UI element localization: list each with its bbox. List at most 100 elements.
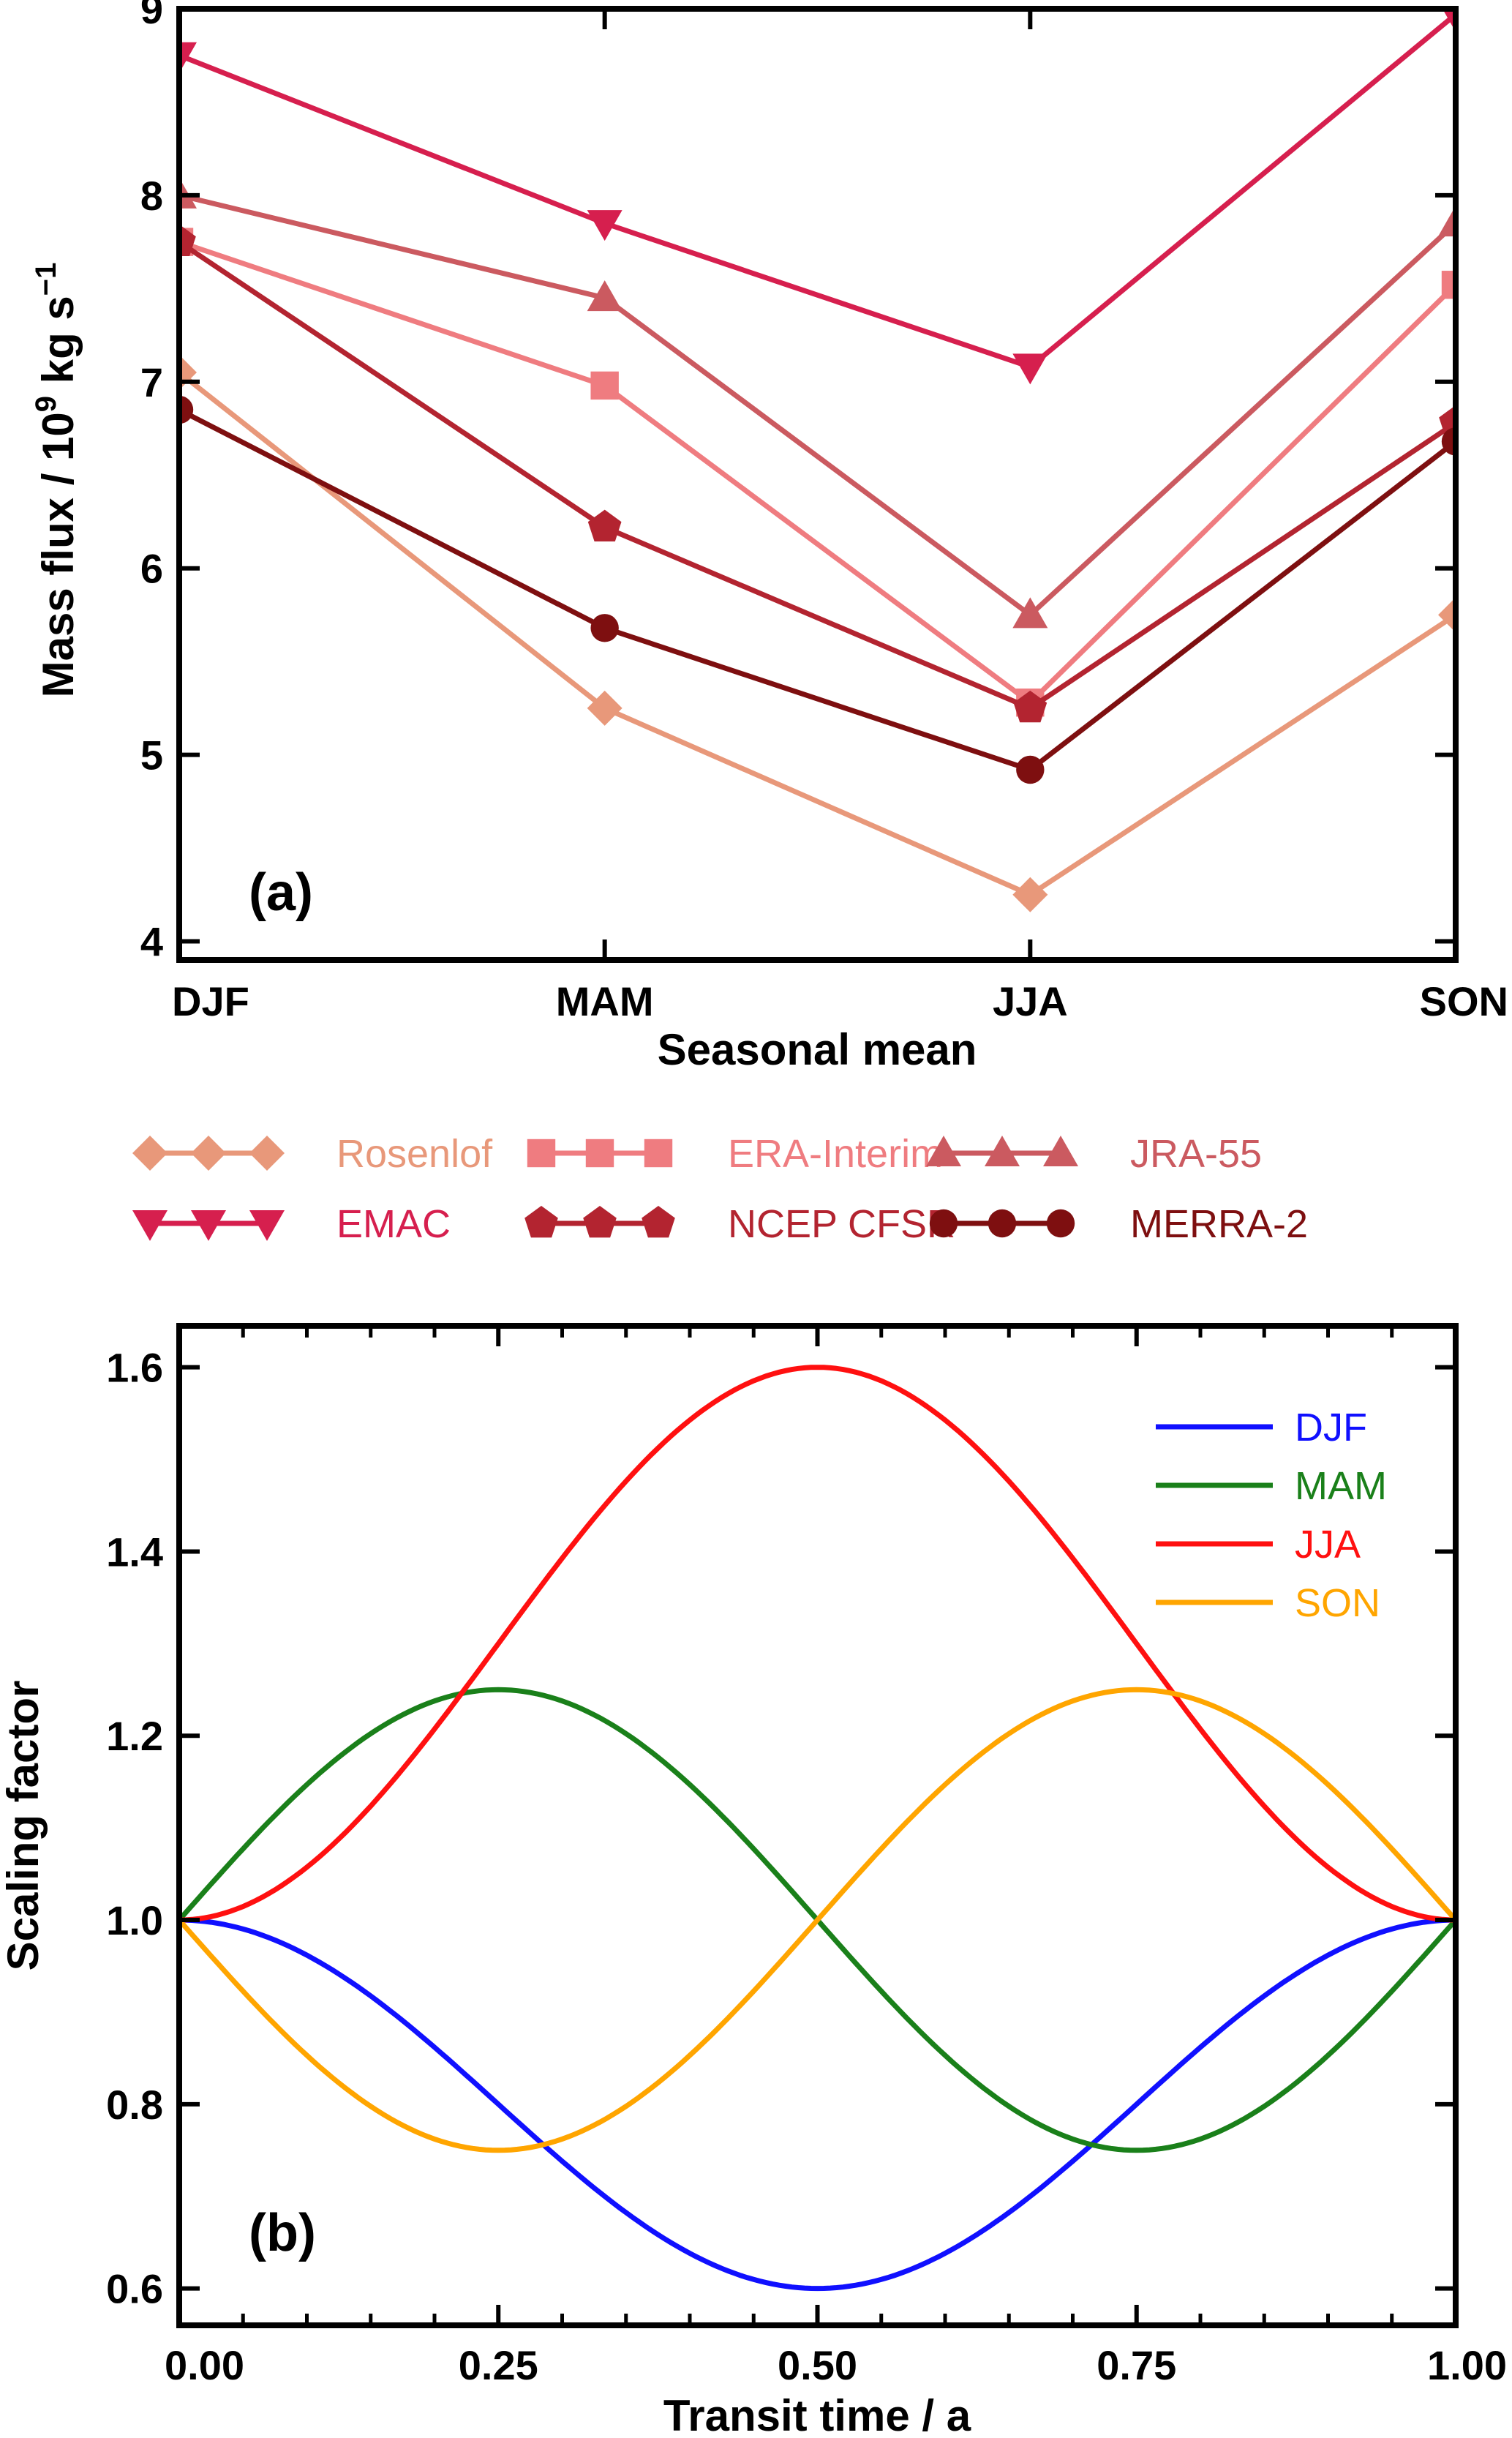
panel-a-legend: Rosenlof ERA-Interim JRA-55 EMAC NCEP CFSR ME… bbox=[132, 1132, 1308, 1246]
series-line-son bbox=[177, 1687, 1458, 2153]
legend-marker-ncep-cfsr bbox=[642, 1206, 675, 1238]
legend-marker-merra-2 bbox=[988, 1209, 1017, 1238]
panel-a-series-group bbox=[179, 9, 1456, 912]
legend-marker-era-interim bbox=[527, 1139, 556, 1168]
data-point-emac-djf bbox=[179, 42, 197, 73]
series-emac bbox=[179, 9, 1456, 385]
x-tick-label: 0.50 bbox=[778, 2342, 857, 2388]
x-tick-label-son: SON bbox=[1420, 978, 1508, 1024]
legend-marker-jra-55 bbox=[1043, 1136, 1078, 1166]
panel-a-x-axis-title: Seasonal mean bbox=[658, 1025, 977, 1074]
data-point-ncep-cfsr-mam bbox=[587, 509, 622, 541]
panel-a-plot-area bbox=[179, 9, 1456, 912]
legend-label-emac: EMAC bbox=[336, 1202, 451, 1246]
legend-marker-ncep-cfsr bbox=[524, 1206, 558, 1238]
legend-marker-emac bbox=[249, 1210, 285, 1241]
panel-b-frame bbox=[176, 1323, 1459, 2328]
data-point-emac-son bbox=[1442, 9, 1456, 32]
data-point-rosenlof-mam bbox=[587, 690, 623, 726]
panel-b-ticks: 0.6 0.8 1.0 1.2 1.4 1.6 0.00 0.25 0.50 0.75 1.00 bbox=[106, 1326, 1507, 2388]
panel-b-series-group bbox=[177, 1365, 1458, 2292]
data-point-ncep-cfsr-djf bbox=[179, 224, 196, 256]
legend-item-ncep-cfsr: NCEP CFSR bbox=[524, 1202, 955, 1246]
legend-label-son: SON bbox=[1295, 1581, 1380, 1625]
x-tick-label: 0.75 bbox=[1097, 2342, 1176, 2388]
series-line-ncep-cfsr bbox=[179, 239, 1456, 711]
panel-a-chart: 4 5 6 7 8 9 DJF MAM JJA SON (a) Seasonal mean Mas… bbox=[30, 0, 1508, 1074]
panel-b-chart: 0.6 0.8 1.0 1.2 1.4 1.6 0.00 0.25 0.50 0.75 1.00 D… bbox=[0, 1323, 1507, 2438]
legend-marker-ncep-cfsr bbox=[583, 1206, 617, 1238]
panel-b-legend: DJF MAM JJA SON bbox=[1156, 1406, 1387, 1625]
legend-marker-merra-2 bbox=[929, 1209, 958, 1238]
y-tick-label: 9 bbox=[140, 0, 163, 32]
y-tick-label: 1.4 bbox=[106, 1529, 163, 1575]
y-tick-label: 1.2 bbox=[106, 1713, 163, 1759]
legend-marker-jra-55 bbox=[985, 1136, 1020, 1166]
legend-marker-merra-2 bbox=[1046, 1209, 1075, 1238]
legend-marker-era-interim bbox=[585, 1139, 614, 1168]
legend-item-jra-55: JRA-55 bbox=[926, 1132, 1262, 1176]
x-tick-label: 0.25 bbox=[459, 2342, 538, 2388]
legend-item-era-interim: ERA-Interim bbox=[527, 1132, 943, 1176]
series-line-emac bbox=[179, 12, 1456, 370]
data-point-jra-55-son bbox=[1438, 206, 1456, 237]
data-point-rosenlof-jja bbox=[1012, 877, 1048, 912]
legend-marker-emac bbox=[191, 1210, 226, 1241]
data-point-rosenlof-son bbox=[1438, 597, 1456, 633]
series-merra-2 bbox=[179, 395, 1456, 784]
data-point-merra-2-jja bbox=[1016, 755, 1045, 784]
series-line-jra-55 bbox=[179, 192, 1456, 618]
data-point-jra-55-mam bbox=[587, 280, 623, 312]
data-point-emac-mam bbox=[587, 210, 623, 241]
data-point-era-interim-son bbox=[1441, 271, 1456, 299]
panel-a-label: (a) bbox=[249, 863, 313, 922]
y-tick-label: 7 bbox=[140, 359, 163, 405]
y-tick-label: 0.8 bbox=[106, 2082, 163, 2128]
series-line-rosenlof bbox=[179, 370, 1456, 898]
legend-item-rosenlof: Rosenlof bbox=[132, 1132, 493, 1176]
y-tick-label: 4 bbox=[140, 919, 163, 965]
data-point-merra-2-djf bbox=[179, 395, 194, 424]
series-line-djf bbox=[178, 1917, 1456, 2292]
legend-marker-rosenlof bbox=[191, 1136, 226, 1171]
series-rosenlof bbox=[179, 355, 1456, 912]
panel-b-y-axis-title: Scaling factor bbox=[0, 1681, 48, 1971]
data-point-ncep-cfsr-jja bbox=[1013, 690, 1048, 723]
legend-item-emac: EMAC bbox=[132, 1202, 451, 1246]
series-line-jja bbox=[178, 1365, 1456, 1923]
x-tick-label-jja: JJA bbox=[993, 978, 1068, 1024]
legend-marker-jra-55 bbox=[926, 1136, 961, 1166]
y-tick-label: 5 bbox=[140, 732, 163, 779]
x-tick-label-djf: DJF bbox=[172, 978, 249, 1024]
data-point-merra-2-mam bbox=[590, 614, 619, 642]
legend-label-merra-2: MERRA-2 bbox=[1130, 1202, 1308, 1246]
series-line-era-interim bbox=[179, 239, 1456, 706]
data-point-merra-2-son bbox=[1441, 427, 1456, 456]
y-tick-label: 8 bbox=[140, 173, 163, 219]
y-tick-label: 6 bbox=[140, 546, 163, 592]
legend-label-djf: DJF bbox=[1295, 1406, 1367, 1449]
legend-item-jja: JJA bbox=[1156, 1523, 1361, 1567]
legend-label-jra-55: JRA-55 bbox=[1130, 1132, 1262, 1176]
data-point-emac-jja bbox=[1012, 353, 1048, 385]
legend-marker-emac bbox=[132, 1210, 168, 1241]
y-tick-label: 1.6 bbox=[106, 1345, 163, 1391]
y-tick-label: 1.0 bbox=[106, 1897, 163, 1943]
panel-a-ticks: 4 5 6 7 8 9 DJF MAM JJA SON bbox=[140, 0, 1508, 1024]
panel-a-frame bbox=[176, 6, 1459, 963]
x-tick-label: 1.00 bbox=[1427, 2342, 1507, 2388]
legend-label-mam: MAM bbox=[1295, 1464, 1387, 1508]
x-tick-label: 0.00 bbox=[165, 2342, 244, 2388]
data-point-jra-55-jja bbox=[1012, 597, 1048, 629]
legend-marker-rosenlof bbox=[132, 1136, 168, 1171]
legend-item-djf: DJF bbox=[1156, 1406, 1367, 1449]
panel-b-x-axis-title: Transit time / a bbox=[663, 2391, 971, 2438]
legend-marker-rosenlof bbox=[249, 1136, 285, 1171]
series-jra-55 bbox=[179, 177, 1456, 629]
series-era-interim bbox=[179, 228, 1456, 717]
x-tick-label-mam: MAM bbox=[556, 978, 654, 1024]
data-point-era-interim-mam bbox=[590, 371, 619, 400]
legend-label-jja: JJA bbox=[1295, 1523, 1361, 1567]
legend-item-son: SON bbox=[1156, 1581, 1380, 1625]
